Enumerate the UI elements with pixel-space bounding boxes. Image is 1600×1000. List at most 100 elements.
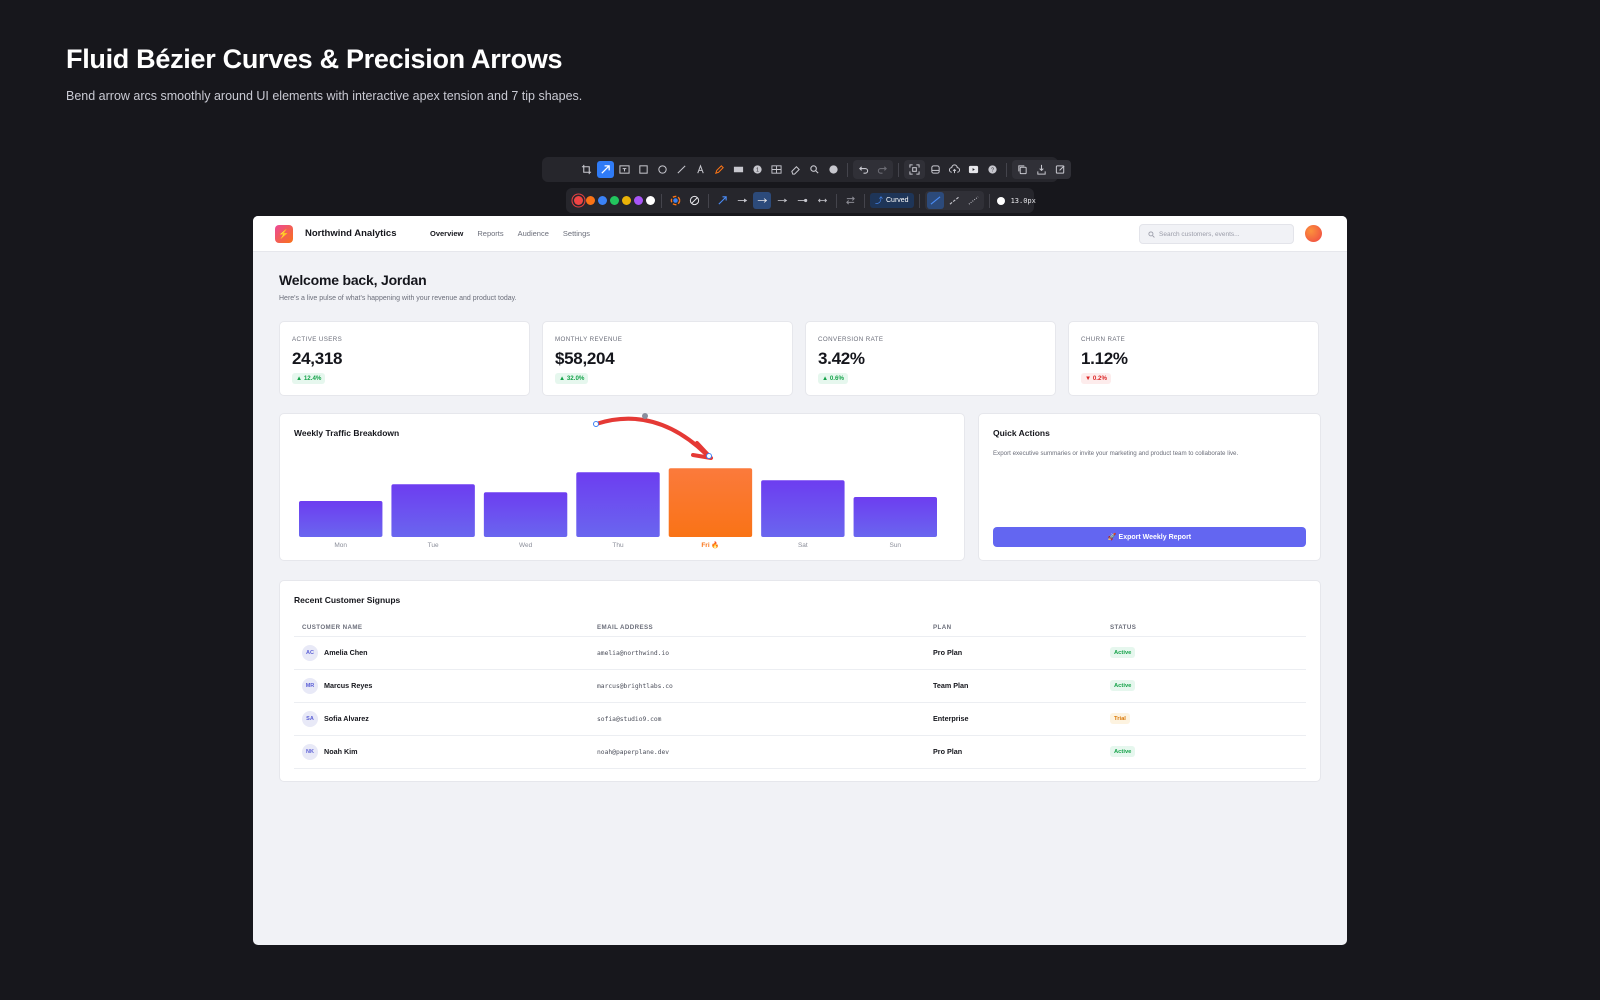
highlight-icon[interactable] (730, 161, 747, 178)
toolbar-divider (847, 162, 848, 177)
customer-email: amelia@northwind.io (597, 650, 670, 657)
customer-name: Sofia Alvarez (324, 714, 369, 723)
customer-plan: Team Plan (933, 681, 969, 690)
color-wheel-icon[interactable] (667, 192, 684, 209)
stat-card: MONTHLY REVENUE $58,204 ▲ 32.0% (542, 321, 793, 396)
svg-text:?: ? (991, 168, 994, 174)
drag-handle[interactable] (548, 161, 576, 178)
help-icon[interactable]: ? (984, 161, 1001, 178)
column-header: CUSTOMER NAME (294, 619, 589, 637)
color-swatch[interactable] (585, 196, 595, 205)
bar-4[interactable] (668, 468, 753, 537)
marker-icon[interactable] (692, 161, 709, 178)
toolbar-divider (864, 193, 865, 208)
ellipse-icon[interactable] (654, 161, 671, 178)
arrow-tip-line-icon[interactable] (753, 192, 771, 209)
trend-badge: ▲ 32.0% (555, 373, 589, 384)
customer-cell: SA Sofia Alvarez (294, 702, 589, 736)
stat-value: 1.12% (1081, 349, 1128, 368)
bar-0[interactable] (299, 501, 383, 537)
emoji-icon[interactable] (825, 161, 842, 178)
avatar[interactable] (1305, 225, 1322, 242)
toolbar-divider (661, 193, 662, 208)
eraser-icon[interactable] (787, 161, 804, 178)
arrow-tip-simple-icon[interactable] (714, 192, 731, 209)
color-swatch[interactable] (597, 196, 607, 205)
toolbar-divider (708, 193, 709, 208)
bar-2[interactable] (483, 492, 568, 537)
pencil-icon[interactable] (711, 161, 728, 178)
line-dashed-icon[interactable] (946, 192, 963, 209)
line-icon[interactable] (673, 161, 690, 178)
color-swatch[interactable] (633, 196, 643, 205)
status-badge: Active (1110, 746, 1136, 758)
curve-mode-button[interactable]: ⤴ Curved (870, 193, 914, 208)
capture-area-icon[interactable] (906, 161, 923, 178)
copy-icon[interactable] (1014, 161, 1031, 178)
top-nav: ⚡ Northwind Analytics Overview Reports Aud… (253, 216, 1347, 252)
bar-3[interactable] (576, 472, 660, 537)
trend-badge: ▲ 12.4% (292, 373, 326, 384)
color-swatch[interactable] (573, 196, 583, 205)
customer-name: Noah Kim (324, 747, 358, 756)
no-fill-icon[interactable] (686, 192, 703, 209)
bar-1[interactable] (391, 484, 475, 537)
avatar: AC (302, 644, 318, 661)
record-icon[interactable] (965, 161, 982, 178)
table-row[interactable]: MR Marcus Reyes marcus@brightlabs.co Team P… (294, 669, 1306, 703)
save-icon[interactable] (1033, 161, 1050, 178)
rectangle-icon[interactable] (635, 161, 652, 178)
column-header: PLAN (925, 619, 1102, 637)
curve-mode-icon: ⤴ (875, 196, 883, 205)
x-tick-label: Sat (798, 542, 808, 549)
x-tick-label: Mon (334, 542, 347, 549)
text-box-icon[interactable] (616, 161, 633, 178)
customer-name: Marcus Reyes (324, 681, 373, 690)
nav-link-overview[interactable]: Overview (430, 229, 464, 238)
magnifier-icon[interactable] (806, 161, 823, 178)
arrow-tip-dot-icon[interactable] (793, 192, 811, 209)
crop-icon[interactable] (578, 161, 595, 178)
redo-icon[interactable] (874, 161, 891, 178)
bar-5[interactable] (761, 480, 845, 537)
table-row[interactable]: SA Sofia Alvarez sofia@studio9.com Enterpri… (294, 702, 1306, 736)
arrow-tip-double-icon[interactable] (813, 192, 831, 209)
color-swatch[interactable] (609, 196, 619, 205)
step-number-icon[interactable]: 1 (749, 161, 766, 178)
export-report-button[interactable]: 🚀 Export Weekly Report (993, 527, 1306, 547)
bar-6[interactable] (853, 497, 937, 537)
x-tick-label: Thu (612, 542, 624, 549)
line-dotted-icon[interactable] (965, 192, 982, 209)
customer-email: noah@paperplane.dev (597, 749, 670, 756)
x-tick-label: Fri 🔥 (701, 541, 719, 549)
toolbar-divider (836, 193, 837, 208)
nav-link-reports[interactable]: Reports (477, 229, 504, 238)
color-swatch[interactable] (645, 196, 655, 205)
quick-actions-card: Quick Actions Export executive summaries… (978, 413, 1321, 561)
color-swatch[interactable] (621, 196, 631, 205)
email-cell: noah@paperplane.dev (589, 735, 925, 769)
undo-icon[interactable] (855, 161, 872, 178)
plan-cell: Pro Plan (925, 735, 1102, 769)
swap-direction-icon[interactable] (842, 192, 859, 209)
nav-link-settings[interactable]: Settings (562, 229, 591, 238)
nav-link-audience[interactable]: Audience (517, 229, 549, 238)
scan-icon[interactable] (927, 161, 944, 178)
line-solid-icon[interactable] (926, 192, 944, 209)
quick-actions-title: Quick Actions (993, 428, 1050, 438)
table-row[interactable]: AC Amelia Chen amelia@northwind.io Pro Plan… (294, 636, 1306, 670)
x-tick-label: Wed (519, 542, 533, 549)
customer-email: sofia@studio9.com (597, 716, 662, 723)
status-badge: Active (1110, 680, 1136, 692)
table-row[interactable]: NK Noah Kim noah@paperplane.dev Pro Plan Act… (294, 735, 1306, 769)
signups-table: CUSTOMER NAME EMAIL ADDRESS PLAN STATUS … (294, 619, 1306, 769)
cloud-upload-icon[interactable] (946, 161, 963, 178)
bolt-icon[interactable]: ⚡ (275, 225, 293, 243)
slider-knob[interactable] (996, 196, 1005, 205)
search-input[interactable]: Search customers, events... (1139, 224, 1294, 244)
arrow-tip-open-icon[interactable] (773, 192, 791, 209)
edit-icon[interactable] (1052, 161, 1069, 178)
blur-icon[interactable] (768, 161, 785, 178)
arrow-tip-filled-icon[interactable] (733, 192, 751, 209)
arrow-icon[interactable] (597, 161, 614, 178)
